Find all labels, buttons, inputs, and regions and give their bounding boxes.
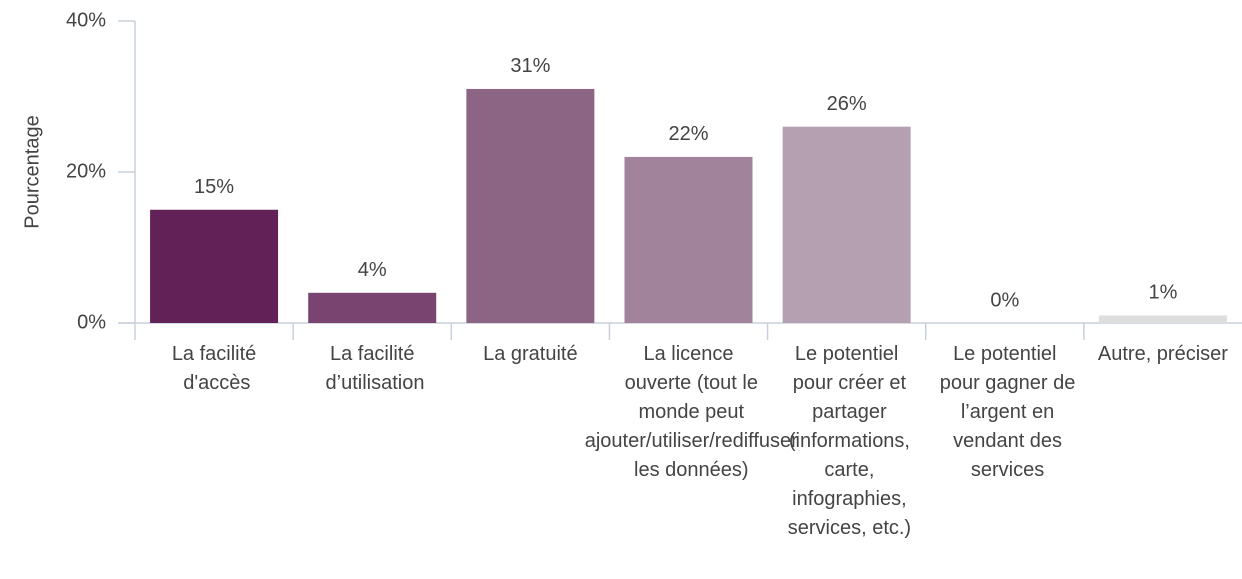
bar	[308, 292, 437, 323]
bar	[782, 126, 911, 323]
x-tick-label: La facilité d’utilisation	[320, 343, 425, 394]
y-axis-label: Pourcentage	[21, 115, 43, 228]
bar	[1098, 315, 1227, 323]
value-label: 31%	[510, 55, 550, 77]
bar	[466, 88, 595, 323]
value-label: 26%	[827, 93, 867, 115]
x-tick-label: Le potentiel pour gagner de l’argent en …	[934, 343, 1075, 481]
value-label: 1%	[1148, 282, 1177, 304]
value-label: 0%	[990, 289, 1019, 311]
x-tick-label: La licence ouverte (tout le monde peut a…	[579, 343, 798, 481]
value-label: 22%	[668, 123, 708, 145]
bar	[150, 209, 279, 323]
value-label: 15%	[194, 176, 234, 198]
bar	[624, 156, 753, 323]
x-tick-label: La facilité d'accès	[172, 343, 257, 394]
y-tick-label: 20%	[66, 160, 106, 182]
x-tick-label: Le potentiel pour créer et partager (inf…	[782, 343, 911, 539]
x-tick-label: La gratuité	[483, 343, 578, 365]
value-label: 4%	[358, 259, 387, 281]
y-tick-label: 40%	[66, 9, 106, 31]
y-tick-label: 0%	[77, 311, 106, 333]
x-tick-label: Autre, préciser	[1098, 343, 1228, 365]
